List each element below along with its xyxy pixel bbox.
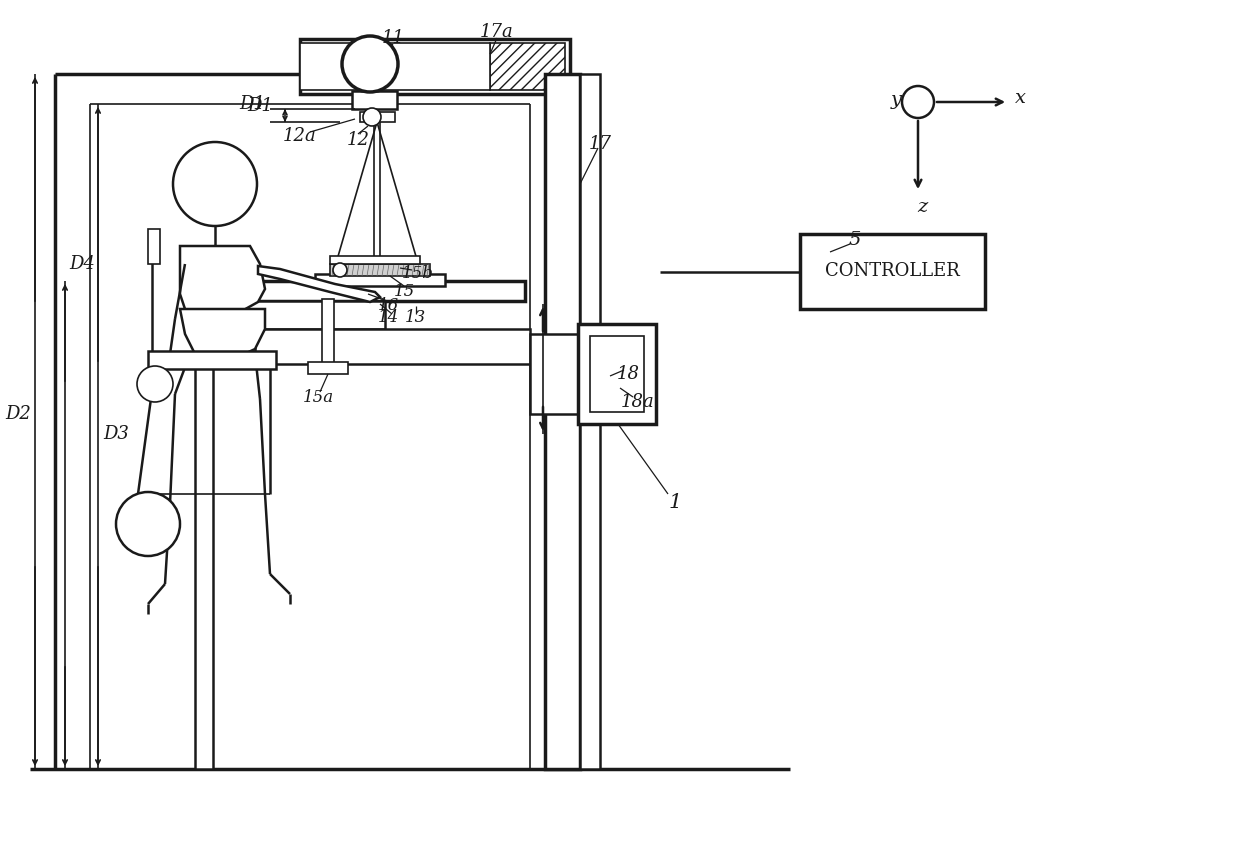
Circle shape	[363, 108, 381, 126]
Text: 18a: 18a	[621, 393, 655, 411]
Text: 5: 5	[849, 231, 862, 249]
Text: 17a: 17a	[480, 23, 513, 41]
Bar	[800, 234, 985, 309]
Text: CONTROLLER: CONTROLLER	[825, 262, 960, 280]
Bar	[300, 39, 570, 94]
Bar	[255, 329, 529, 364]
Text: 14: 14	[377, 309, 398, 327]
Text: z: z	[916, 198, 928, 216]
Circle shape	[174, 142, 257, 226]
Text: x: x	[1014, 89, 1025, 107]
Text: D2: D2	[5, 405, 31, 423]
Bar	[315, 274, 445, 286]
Bar	[580, 74, 600, 769]
Circle shape	[901, 86, 934, 118]
Bar	[360, 112, 396, 122]
Text: 11: 11	[382, 29, 404, 47]
Text: 17: 17	[589, 135, 611, 153]
Circle shape	[117, 492, 180, 556]
Polygon shape	[180, 309, 265, 356]
Text: y: y	[890, 91, 901, 109]
Text: 12: 12	[346, 131, 370, 149]
Text: 16: 16	[377, 297, 398, 314]
Text: 15: 15	[393, 283, 414, 301]
Text: D1: D1	[239, 95, 265, 113]
Bar	[578, 324, 656, 424]
Circle shape	[334, 263, 347, 277]
Bar	[185, 301, 384, 329]
Bar	[529, 334, 580, 414]
Polygon shape	[258, 266, 379, 302]
Bar	[300, 43, 490, 90]
Circle shape	[136, 366, 174, 402]
Text: 15b: 15b	[402, 265, 434, 283]
Text: D4: D4	[69, 255, 95, 273]
Polygon shape	[180, 246, 265, 316]
Text: 13: 13	[404, 309, 425, 327]
Circle shape	[342, 36, 398, 92]
Bar	[490, 43, 565, 90]
Bar	[308, 362, 348, 374]
Text: D1: D1	[247, 97, 273, 115]
Bar	[590, 336, 644, 412]
Bar	[546, 74, 580, 769]
Bar	[352, 91, 397, 109]
Bar	[330, 264, 430, 276]
Bar	[330, 256, 420, 264]
Bar	[148, 229, 160, 264]
Bar	[322, 299, 334, 364]
Text: 15a: 15a	[303, 390, 334, 406]
Text: 12a: 12a	[283, 127, 317, 145]
Bar	[148, 351, 277, 369]
Bar	[195, 364, 213, 769]
Text: D3: D3	[103, 425, 129, 443]
Text: 1: 1	[668, 492, 682, 511]
Bar	[185, 281, 525, 301]
Text: 18: 18	[616, 365, 640, 383]
